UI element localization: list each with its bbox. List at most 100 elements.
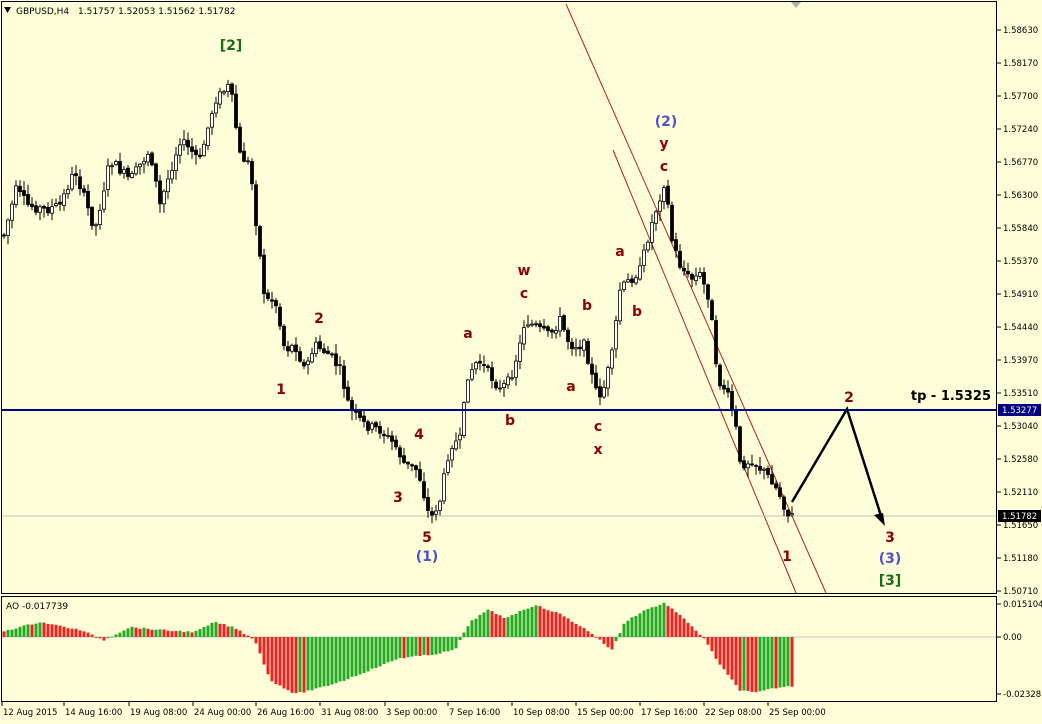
ao-bar bbox=[386, 637, 390, 663]
wave-label: 4 bbox=[414, 427, 424, 443]
candle-body bbox=[130, 172, 134, 178]
ao-bar bbox=[718, 637, 722, 665]
ao-bar bbox=[118, 632, 122, 637]
ao-bar bbox=[686, 622, 690, 637]
candle-body bbox=[174, 154, 178, 172]
candle-body bbox=[294, 344, 298, 353]
ao-bar bbox=[10, 629, 14, 637]
ao-bar bbox=[698, 634, 702, 637]
ao-bar bbox=[270, 637, 274, 682]
candle-body bbox=[490, 367, 494, 382]
ao-bar bbox=[466, 626, 470, 637]
candle-body bbox=[162, 190, 166, 205]
ao-bar bbox=[542, 608, 546, 637]
tp-price-tag bbox=[998, 404, 1041, 416]
ao-bar bbox=[430, 637, 434, 656]
candle-body bbox=[378, 425, 382, 434]
ao-bar bbox=[326, 637, 330, 686]
ao-bar bbox=[450, 637, 454, 651]
wave-label: b bbox=[632, 304, 642, 320]
symbol-dropdown-icon[interactable] bbox=[4, 7, 11, 13]
candle-body bbox=[222, 91, 226, 94]
candle-body bbox=[302, 361, 306, 367]
ao-bar bbox=[310, 637, 314, 691]
candle-body bbox=[258, 226, 262, 257]
candle-body bbox=[658, 200, 662, 212]
candle-body bbox=[58, 201, 62, 205]
candle-body bbox=[342, 365, 346, 389]
candle-body bbox=[650, 222, 654, 243]
candle-body bbox=[482, 364, 486, 367]
candle-body bbox=[250, 161, 254, 185]
ao-bar bbox=[498, 615, 502, 637]
candle-body bbox=[774, 483, 778, 489]
ao-bar bbox=[2, 631, 6, 637]
candle-body bbox=[590, 363, 594, 375]
candle-body bbox=[134, 166, 138, 175]
candle-body bbox=[746, 463, 750, 469]
ao-bar bbox=[130, 626, 134, 637]
chart-shift-marker-icon[interactable] bbox=[791, 2, 801, 8]
candle-body bbox=[106, 165, 110, 190]
candle-body bbox=[546, 326, 550, 332]
ao-bar bbox=[190, 632, 194, 637]
candle-body bbox=[6, 219, 10, 236]
ao-bar bbox=[90, 634, 94, 637]
candle-body bbox=[318, 341, 322, 349]
ao-bar bbox=[38, 622, 42, 637]
ao-bar bbox=[174, 631, 178, 637]
candle-body bbox=[46, 206, 50, 214]
ao-bar bbox=[146, 628, 150, 637]
ao-bar bbox=[526, 608, 530, 637]
candle-body bbox=[86, 190, 90, 209]
current-price-tag bbox=[998, 510, 1041, 522]
ao-histogram bbox=[2, 602, 794, 694]
price-tick-label: 1.50710 bbox=[1003, 587, 1038, 597]
ao-bar bbox=[34, 623, 38, 637]
candle-body bbox=[690, 273, 694, 280]
ao-bar bbox=[474, 618, 478, 637]
ao-bar bbox=[570, 621, 574, 637]
ao-bar bbox=[406, 637, 410, 658]
ao-bar bbox=[298, 637, 302, 693]
time-tick-label: 17 Sep 16:00 bbox=[641, 708, 698, 718]
candle-body bbox=[50, 206, 54, 214]
time-axis[interactable]: 12 Aug 2015 14 Aug 16:00 19 Aug 08:00 24… bbox=[1, 702, 826, 718]
candle-body bbox=[442, 473, 446, 502]
ao-bar bbox=[66, 628, 70, 637]
candle-body bbox=[22, 190, 26, 196]
candle-body bbox=[74, 173, 78, 177]
ao-bar bbox=[402, 637, 406, 659]
candle-body bbox=[386, 435, 390, 437]
time-tick-label: 10 Sep 08:00 bbox=[513, 708, 570, 718]
ao-bar bbox=[626, 620, 630, 637]
ao-bar bbox=[250, 637, 254, 639]
candle-body bbox=[634, 277, 638, 284]
candle-body bbox=[338, 364, 342, 367]
time-tick-label: 25 Sep 00:00 bbox=[769, 708, 826, 718]
ao-tick-label: 0.015104 bbox=[1003, 600, 1042, 610]
ao-bar bbox=[514, 613, 518, 637]
ao-bar bbox=[550, 611, 554, 637]
ao-bar bbox=[150, 629, 154, 637]
ao-bar bbox=[170, 631, 174, 637]
candle-body bbox=[434, 510, 438, 515]
candle-body bbox=[734, 409, 738, 427]
candle-body bbox=[614, 320, 618, 350]
wave-label: c bbox=[594, 419, 602, 435]
candle-body bbox=[70, 173, 74, 190]
candle-body bbox=[178, 144, 182, 156]
channel-lower-line[interactable] bbox=[612, 149, 797, 594]
ao-bar bbox=[746, 637, 750, 691]
ao-bar bbox=[94, 637, 98, 638]
channel-upper-line[interactable] bbox=[565, 3, 827, 594]
ao-bar bbox=[274, 637, 278, 685]
ao-bar bbox=[446, 637, 450, 652]
price-axis[interactable]: 1.58630 1.58170 1.57700 1.57240 1.56770 … bbox=[997, 26, 1041, 597]
indicator-pane-frame bbox=[1, 596, 997, 702]
ao-bar bbox=[522, 609, 526, 637]
candle-body bbox=[42, 205, 46, 209]
ao-bar bbox=[490, 611, 494, 637]
